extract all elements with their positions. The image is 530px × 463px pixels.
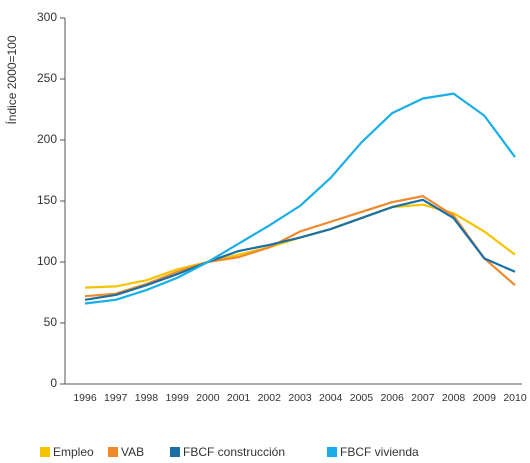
x-tick-label: 2009 (473, 392, 497, 404)
series-line (84, 92, 516, 305)
legend-swatch (108, 447, 118, 457)
x-tick-label: 2010 (503, 392, 527, 404)
legend-label: Empleo (53, 445, 94, 459)
legend-swatch (170, 447, 180, 457)
x-tick-label: 1996 (73, 392, 97, 404)
y-tick-label: 100 (37, 254, 57, 268)
x-tick-label: 2004 (319, 392, 343, 404)
y-tick-label: 50 (44, 315, 58, 329)
x-tick-label: 2008 (442, 392, 466, 404)
x-tick-label: 2005 (350, 392, 374, 404)
y-tick-label: 0 (50, 376, 57, 390)
x-tick-label: 2002 (258, 392, 282, 404)
y-tick-label: 250 (37, 71, 57, 85)
x-tick-label: 1998 (135, 392, 159, 404)
x-tick-label: 2006 (380, 392, 404, 404)
x-tick-label: 2000 (196, 392, 220, 404)
y-tick-label: 300 (37, 10, 57, 24)
x-tick-label: 1999 (165, 392, 189, 404)
legend-swatch (327, 447, 337, 457)
y-tick-label: 200 (37, 132, 57, 146)
x-tick-label: 1997 (104, 392, 128, 404)
legend-label: VAB (121, 445, 144, 459)
x-tick-label: 2007 (411, 392, 435, 404)
y-axis-label: Índice 2000=100 (4, 35, 19, 124)
series-line (84, 198, 516, 301)
legend-swatch (40, 447, 50, 457)
legend-label: FBCF vivienda (340, 445, 419, 459)
series-line (84, 195, 516, 298)
x-tick-label: 2003 (288, 392, 312, 404)
legend-label: FBCF construcción (183, 445, 285, 459)
x-tick-label: 2001 (227, 392, 251, 404)
y-tick-label: 150 (37, 193, 57, 207)
